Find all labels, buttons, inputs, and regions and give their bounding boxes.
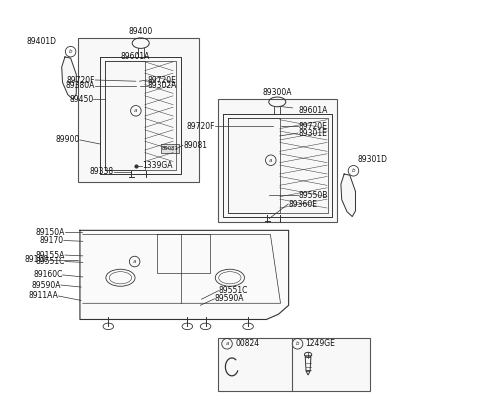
Text: a: a: [225, 341, 229, 346]
Text: 89590A: 89590A: [215, 294, 244, 303]
Text: 89081: 89081: [162, 146, 179, 151]
Text: 89550B: 89550B: [299, 191, 328, 200]
Text: 89360E: 89360E: [288, 200, 318, 208]
Text: 89155A: 89155A: [36, 251, 65, 259]
Text: 89720E: 89720E: [148, 75, 177, 84]
Text: 89300A: 89300A: [263, 88, 292, 97]
Text: a: a: [134, 108, 138, 113]
Text: 89551C: 89551C: [219, 286, 248, 295]
FancyBboxPatch shape: [218, 338, 370, 391]
Text: 89301E: 89301E: [299, 129, 327, 137]
Polygon shape: [341, 174, 356, 217]
FancyBboxPatch shape: [78, 38, 200, 182]
Text: 89720E: 89720E: [299, 122, 327, 131]
Text: 1339GA: 1339GA: [142, 161, 172, 170]
Text: 89450: 89450: [69, 95, 93, 104]
Text: 89590A: 89590A: [31, 281, 61, 290]
Text: 89400: 89400: [129, 27, 153, 36]
Text: 89338: 89338: [89, 168, 114, 177]
Text: b: b: [352, 168, 355, 173]
Text: 89601A: 89601A: [278, 106, 328, 115]
Text: 89170: 89170: [40, 236, 64, 245]
Polygon shape: [62, 57, 76, 100]
Text: 89401D: 89401D: [27, 38, 57, 47]
Text: 89081: 89081: [183, 141, 207, 150]
Text: 89720F: 89720F: [67, 75, 96, 84]
Text: 89720F: 89720F: [186, 122, 215, 131]
Text: 89601A: 89601A: [120, 52, 150, 61]
FancyBboxPatch shape: [218, 99, 337, 222]
Text: 89301D: 89301D: [358, 155, 387, 164]
Text: 89160C: 89160C: [33, 271, 62, 279]
Text: 89302A: 89302A: [148, 81, 177, 90]
Text: 1249GE: 1249GE: [305, 339, 335, 348]
Text: 89150A: 89150A: [36, 228, 65, 237]
Text: 89900: 89900: [56, 135, 80, 144]
Text: 00824: 00824: [235, 339, 259, 348]
Text: b: b: [296, 341, 300, 346]
Text: 89380A: 89380A: [66, 81, 96, 90]
Text: 89551C: 89551C: [36, 257, 65, 266]
Text: 8911AA: 8911AA: [29, 291, 59, 300]
Text: 89100: 89100: [24, 255, 49, 264]
Text: b: b: [69, 49, 72, 54]
Text: a: a: [133, 259, 136, 264]
Text: a: a: [269, 158, 273, 163]
FancyBboxPatch shape: [161, 144, 179, 153]
